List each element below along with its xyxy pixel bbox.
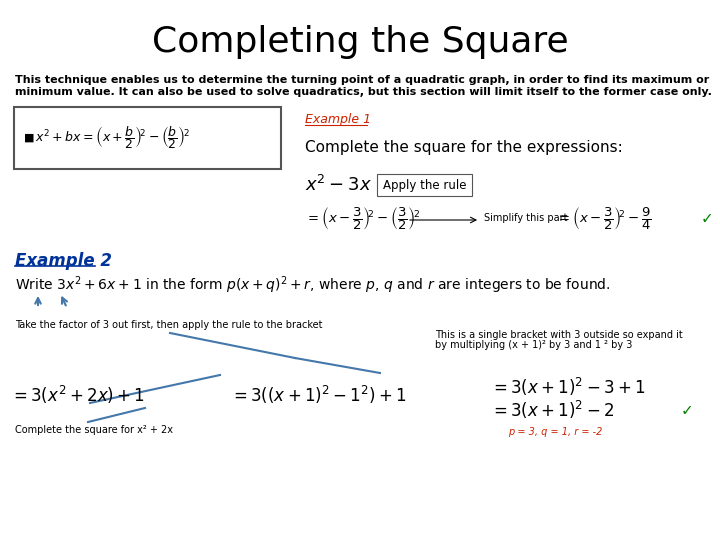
Text: Example 1: Example 1	[305, 113, 371, 126]
Text: $\checkmark$: $\checkmark$	[700, 211, 712, 226]
Text: by multiplying (x + 1)² by 3 and 1 ² by 3: by multiplying (x + 1)² by 3 and 1 ² by …	[435, 340, 632, 350]
Text: $= 3(x^2 + 2x) + 1$: $= 3(x^2 + 2x) + 1$	[10, 384, 145, 406]
Text: Simplify this part: Simplify this part	[484, 213, 567, 223]
Text: $= \left(x - \dfrac{3}{2}\right)^{\!2} - \dfrac{9}{4}$: $= \left(x - \dfrac{3}{2}\right)^{\!2} -…	[556, 205, 652, 232]
Text: $= 3((x+1)^2 - 1^2) + 1$: $= 3((x+1)^2 - 1^2) + 1$	[230, 384, 406, 406]
Text: $= \left(x - \dfrac{3}{2}\right)^{\!2} - \left(\dfrac{3}{2}\right)^{\!2}$: $= \left(x - \dfrac{3}{2}\right)^{\!2} -…	[305, 205, 420, 232]
Text: $\blacksquare$: $\blacksquare$	[23, 132, 35, 144]
Text: Write $3x^2 + 6x + 1$ in the form $p(x + q)^2 + r$, where $p$, $q$ and $r$ are i: Write $3x^2 + 6x + 1$ in the form $p(x +…	[15, 274, 611, 296]
Text: Completing the Square: Completing the Square	[152, 25, 568, 59]
Text: Take the factor of 3 out first, then apply the rule to the bracket: Take the factor of 3 out first, then app…	[15, 320, 323, 330]
Text: Complete the square for x² + 2x: Complete the square for x² + 2x	[15, 425, 173, 435]
Text: p = 3, q = 1, r = -2: p = 3, q = 1, r = -2	[508, 427, 602, 437]
Text: This is a single bracket with 3 outside so expand it: This is a single bracket with 3 outside …	[435, 330, 683, 340]
FancyBboxPatch shape	[14, 107, 281, 169]
Text: $= 3(x+1)^2 - 2$: $= 3(x+1)^2 - 2$	[490, 399, 614, 421]
Text: $= 3(x+1)^2 - 3 + 1$: $= 3(x+1)^2 - 3 + 1$	[490, 376, 645, 398]
FancyBboxPatch shape	[377, 174, 472, 196]
Text: $x^2 + bx = \left(x+\dfrac{b}{2}\right)^{\!2} - \left(\dfrac{b}{2}\right)^{\!2}$: $x^2 + bx = \left(x+\dfrac{b}{2}\right)^…	[35, 125, 190, 151]
Text: Apply the rule: Apply the rule	[383, 179, 467, 192]
Text: Complete the square for the expressions:: Complete the square for the expressions:	[305, 140, 623, 155]
Text: Example 2: Example 2	[15, 252, 112, 270]
Text: This technique enables us to determine the turning point of a quadratic graph, i: This technique enables us to determine t…	[15, 75, 709, 85]
Text: $\checkmark$: $\checkmark$	[680, 402, 692, 417]
Text: minimum value. It can also be used to solve quadratics, but this section will li: minimum value. It can also be used to so…	[15, 87, 712, 97]
Text: $x^2 - 3x$: $x^2 - 3x$	[305, 175, 372, 195]
